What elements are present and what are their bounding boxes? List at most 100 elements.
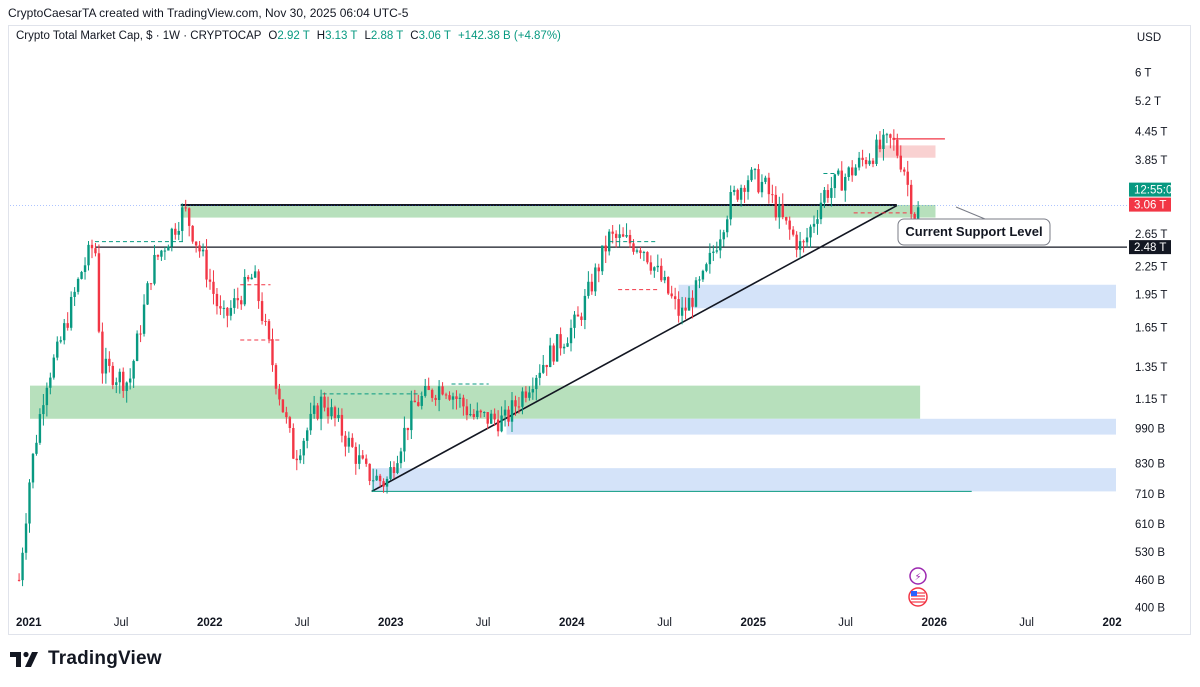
candle-body (253, 271, 257, 278)
callout-pointer (955, 206, 986, 220)
candle-body (52, 357, 56, 378)
us-flag-icon (908, 587, 928, 607)
candle-body (87, 244, 90, 266)
candle-body (507, 409, 510, 422)
y-tick-label: 990 B (1135, 424, 1165, 436)
candle-body (864, 159, 868, 165)
candle-body (69, 296, 73, 328)
candle-body (493, 413, 496, 420)
candle-body (795, 234, 798, 250)
candle-body (545, 364, 548, 368)
x-tick-label: 2022 (197, 617, 223, 629)
candle-body (101, 331, 104, 374)
close-value: 3.06 T (418, 30, 451, 42)
open-value: 2.92 T (277, 30, 310, 42)
candle-body (892, 137, 896, 140)
x-tick-label: Jul (295, 617, 310, 629)
low-value: 2.88 T (370, 30, 404, 42)
candle-body (264, 320, 267, 322)
candle-body (642, 252, 646, 254)
candle-body (576, 314, 580, 317)
candle-body (21, 552, 24, 581)
candle-body (531, 389, 535, 393)
y-tick-label: 400 B (1135, 603, 1165, 615)
candle-body (413, 400, 417, 403)
candle-body (115, 382, 118, 385)
x-tick-label: 202 (1102, 617, 1121, 629)
candle-body (673, 296, 677, 300)
current-price-tag-bg (1129, 197, 1171, 212)
high-value: 3.13 T (325, 30, 358, 42)
open-label: O (268, 30, 278, 42)
tradingview-logo-icon (10, 651, 38, 667)
candle-body (392, 467, 396, 473)
candle-body (823, 190, 826, 203)
x-tick-label: 2026 (921, 617, 947, 629)
candle-body (229, 307, 233, 316)
candle-body (177, 230, 180, 235)
candle-body (649, 262, 653, 271)
candle-body (236, 298, 239, 301)
candle-body (243, 276, 246, 305)
y-tick-label: 1.65 T (1135, 323, 1167, 335)
candle-body (489, 413, 493, 424)
candle-body (663, 276, 666, 281)
candle-body (601, 245, 604, 272)
candle-body (826, 190, 830, 198)
candle-body (260, 301, 264, 321)
candle-body (816, 219, 819, 224)
candle-body (559, 334, 562, 349)
candle-body (365, 458, 368, 464)
candle-body (212, 281, 215, 294)
candle-body (830, 188, 833, 198)
candle-body (552, 345, 555, 362)
candle-body (208, 279, 212, 282)
symbol-label[interactable]: Crypto Total Market Cap, $ · 1W · CRYPTO… (16, 30, 262, 42)
candle-body (590, 281, 594, 292)
candle-body (323, 396, 326, 408)
candle-body (420, 395, 423, 406)
y-tick-label: 830 B (1135, 458, 1165, 470)
currency-button[interactable]: USD (1136, 32, 1162, 44)
candle-body (312, 405, 316, 414)
candle-body (781, 204, 784, 218)
candle-body (916, 207, 920, 226)
candle-body (809, 226, 812, 238)
x-tick-label: 2023 (378, 617, 404, 629)
x-tick-label: 2025 (740, 617, 766, 629)
candle-body (542, 364, 545, 373)
candle-body (198, 245, 201, 252)
candle-body (45, 387, 49, 406)
candle-body (288, 417, 292, 428)
brand-name[interactable]: TradingView (48, 648, 162, 669)
candle-body (160, 250, 163, 257)
candle-body (406, 427, 410, 431)
candle-body (465, 406, 469, 416)
candle-body (726, 219, 729, 233)
candle-body (31, 453, 35, 483)
candle-body (760, 181, 764, 193)
candle-body (139, 333, 142, 335)
y-tick-label: 1.35 T (1135, 362, 1167, 374)
candle-body (142, 304, 146, 334)
candle-body (319, 396, 323, 419)
candle-body (548, 345, 552, 368)
chart-frame (8, 25, 1191, 635)
candle-body (174, 228, 177, 235)
candle-body (521, 391, 524, 407)
candle-body (378, 475, 382, 482)
candle-body (479, 410, 482, 413)
candle-body (337, 414, 340, 418)
candle-body (156, 254, 160, 257)
candle-body (56, 341, 59, 358)
candle-body (455, 396, 458, 399)
candle-body (306, 430, 309, 441)
candle-body (840, 170, 843, 191)
candle-body (660, 265, 663, 281)
candle-body (680, 307, 684, 316)
candle-body (135, 333, 139, 361)
candle-body (271, 339, 274, 366)
candle-body (403, 427, 406, 452)
candle-body (483, 412, 486, 414)
